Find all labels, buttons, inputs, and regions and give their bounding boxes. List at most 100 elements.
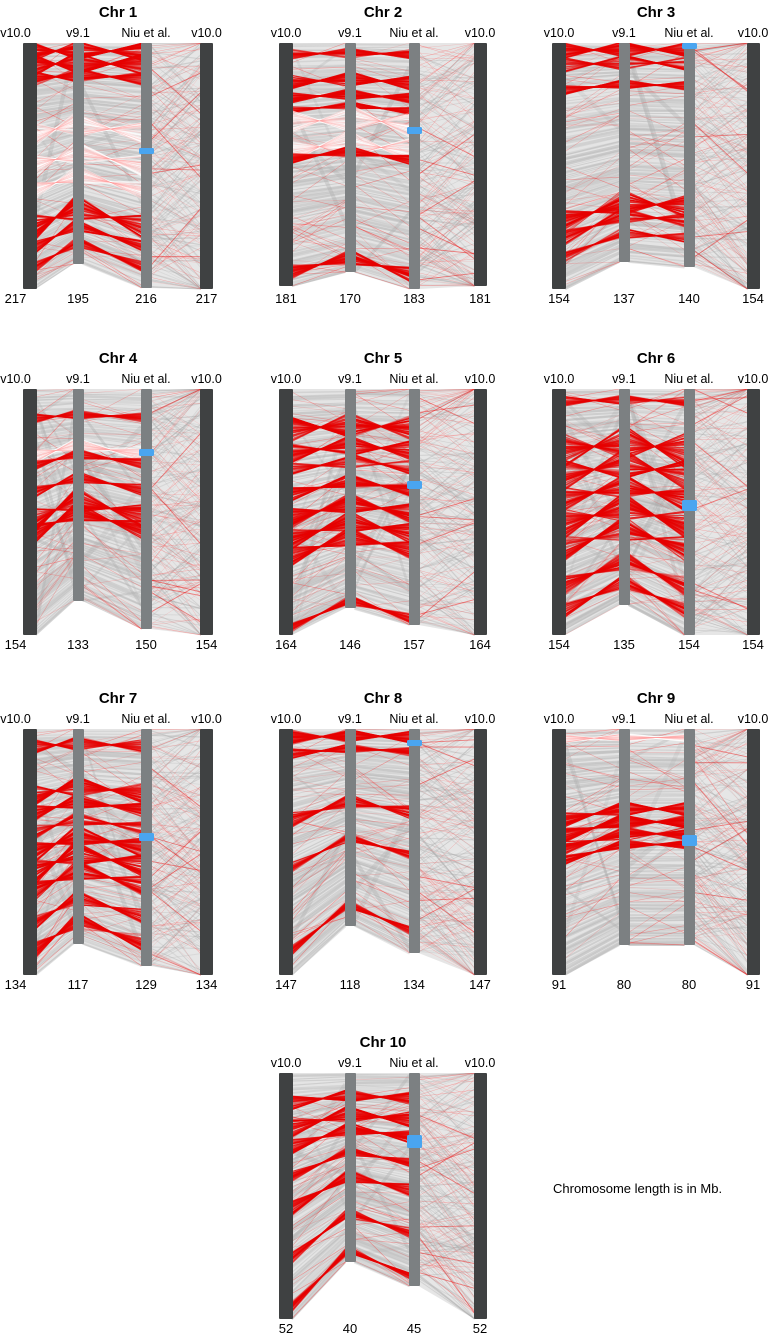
length-value: 154 bbox=[742, 291, 764, 306]
length-value: 80 bbox=[681, 977, 697, 992]
assembly-label: v10.0 bbox=[270, 372, 302, 386]
panel-chr-7: Chr 7 v10.0 134 v9.1 117 Niu et al. 129 v10.0 13… bbox=[0, 686, 256, 1026]
panel-chr-9: Chr 9 v10.0 91 v9.1 80 Niu et al. 80 v10.0 91 bbox=[512, 686, 768, 1026]
assembly-label: v9.1 bbox=[612, 712, 636, 726]
length-value: 52 bbox=[278, 1321, 294, 1334]
length-value: 133 bbox=[67, 637, 89, 652]
chromosome-bar-v10-0 bbox=[473, 729, 487, 975]
chromosome-bar-v10-0 bbox=[200, 729, 213, 975]
assembly-label: Niu et al. bbox=[664, 372, 714, 386]
assembly-label: v10.0 bbox=[270, 712, 302, 726]
length-value: 134 bbox=[4, 977, 27, 992]
panel-chr-1: Chr 1 v10.0 217 v9.1 195 Niu et al. 216 v10.0 21… bbox=[0, 0, 256, 340]
assembly-label: v9.1 bbox=[612, 372, 636, 386]
panel-chr-5: Chr 5 v10.0 164 v9.1 146 Niu et al. 157 v10.0 16… bbox=[256, 346, 512, 686]
panel-chr-2: Chr 2 v10.0 181 v9.1 170 Niu et al. 183 v10.0 18… bbox=[256, 0, 512, 340]
ribbon-canvas bbox=[33, 729, 202, 976]
alignment-highlight-marker bbox=[681, 834, 697, 846]
chromosome-bar-niu-et-al- bbox=[140, 43, 152, 288]
length-value: 217 bbox=[4, 291, 27, 306]
chromosome-bar-niu-et-al- bbox=[408, 389, 420, 625]
length-value: 146 bbox=[339, 637, 361, 652]
chromosome-bar-v10-0 bbox=[552, 389, 566, 635]
length-value: 135 bbox=[613, 637, 635, 652]
panel-chr-3: Chr 3 v10.0 154 v9.1 137 Niu et al. 140 v10.0 15… bbox=[512, 0, 768, 340]
chromosome-bar-v9-1 bbox=[344, 43, 356, 272]
assembly-label: v10.0 bbox=[737, 712, 768, 726]
assembly-label: v10.0 bbox=[464, 372, 496, 386]
assembly-label: v10.0 bbox=[191, 372, 222, 386]
assembly-label: v9.1 bbox=[66, 26, 90, 40]
length-value: 154 bbox=[195, 637, 218, 652]
assembly-label: Niu et al. bbox=[389, 26, 439, 40]
assembly-label: v9.1 bbox=[338, 712, 362, 726]
panel-title: Chr 10 bbox=[359, 1034, 407, 1051]
assembly-label: Niu et al. bbox=[121, 26, 171, 40]
chromosome-bar-v10-0 bbox=[22, 729, 37, 975]
chromosome-bar-v9-1 bbox=[618, 729, 630, 945]
panel-title: Chr 5 bbox=[363, 350, 403, 367]
assembly-label: v10.0 bbox=[270, 26, 302, 40]
alignment-highlight-marker bbox=[138, 449, 154, 456]
length-value: 45 bbox=[406, 1321, 422, 1334]
panel-title: Chr 4 bbox=[98, 350, 138, 367]
assembly-label: Niu et al. bbox=[664, 26, 714, 40]
alignment-highlight-marker bbox=[681, 43, 697, 49]
assembly-label: v10.0 bbox=[543, 712, 575, 726]
panel-chr-4: Chr 4 v10.0 154 v9.1 133 Niu et al. 150 v10.0 15… bbox=[0, 346, 256, 686]
length-value: 147 bbox=[275, 977, 297, 992]
assembly-label: v10.0 bbox=[464, 712, 496, 726]
alignment-highlight-marker bbox=[406, 1134, 422, 1148]
assembly-label: v10.0 bbox=[737, 26, 768, 40]
assembly-label: v10.0 bbox=[191, 712, 222, 726]
length-value: 157 bbox=[403, 637, 425, 652]
panel-chr-6: Chr 6 v10.0 154 v9.1 135 Niu et al. 154 v10.0 15… bbox=[512, 346, 768, 686]
panel-title: Chr 1 bbox=[98, 4, 138, 21]
assembly-label: v9.1 bbox=[612, 26, 636, 40]
assembly-label: Niu et al. bbox=[389, 712, 439, 726]
assembly-label: Niu et al. bbox=[389, 372, 439, 386]
chromosome-bar-v9-1 bbox=[72, 43, 84, 264]
chromosome-bar-v9-1 bbox=[344, 389, 356, 608]
length-value: 117 bbox=[67, 977, 89, 992]
chromosome-bar-v10-0 bbox=[279, 729, 293, 975]
length-value: 40 bbox=[342, 1321, 358, 1334]
length-value: 181 bbox=[469, 291, 491, 306]
assembly-label: Niu et al. bbox=[121, 712, 171, 726]
panel-title: Chr 3 bbox=[636, 4, 676, 21]
ribbon-canvas bbox=[563, 43, 748, 290]
chromosome-bar-v10-0 bbox=[552, 729, 566, 975]
length-value: 164 bbox=[469, 637, 491, 652]
chromosome-bar-v9-1 bbox=[344, 729, 356, 926]
ribbon-canvas bbox=[563, 389, 748, 636]
length-value: 164 bbox=[275, 637, 297, 652]
assembly-label: Niu et al. bbox=[121, 372, 171, 386]
length-value: 216 bbox=[135, 291, 157, 306]
chromosome-bar-v9-1 bbox=[618, 389, 630, 605]
chromosome-bar-v10-0 bbox=[473, 1073, 487, 1319]
length-value: 195 bbox=[67, 291, 89, 306]
length-value: 150 bbox=[135, 637, 157, 652]
length-value: 154 bbox=[548, 637, 570, 652]
alignment-highlight-marker bbox=[138, 148, 154, 155]
assembly-label: v10.0 bbox=[464, 1056, 496, 1070]
ribbon-canvas bbox=[290, 1073, 475, 1320]
assembly-label: v10.0 bbox=[0, 712, 31, 726]
chromosome-bar-v9-1 bbox=[344, 1073, 356, 1262]
assembly-label: v10.0 bbox=[0, 26, 31, 40]
chromosome-bar-v10-0 bbox=[22, 43, 37, 289]
assembly-label: v10.0 bbox=[737, 372, 768, 386]
chromosome-bar-v10-0 bbox=[279, 389, 293, 635]
length-value: 147 bbox=[469, 977, 491, 992]
length-value: 91 bbox=[745, 977, 761, 992]
assembly-label: v10.0 bbox=[0, 372, 31, 386]
length-value: 134 bbox=[195, 977, 218, 992]
length-value: 217 bbox=[195, 291, 218, 306]
chromosome-bar-v10-0 bbox=[746, 729, 760, 975]
length-value: 154 bbox=[548, 291, 570, 306]
ribbon-canvas bbox=[290, 729, 475, 976]
length-value: 134 bbox=[403, 977, 425, 992]
length-value: 154 bbox=[4, 637, 27, 652]
ribbon-canvas bbox=[33, 43, 202, 290]
chromosome-bar-niu-et-al- bbox=[408, 729, 420, 953]
